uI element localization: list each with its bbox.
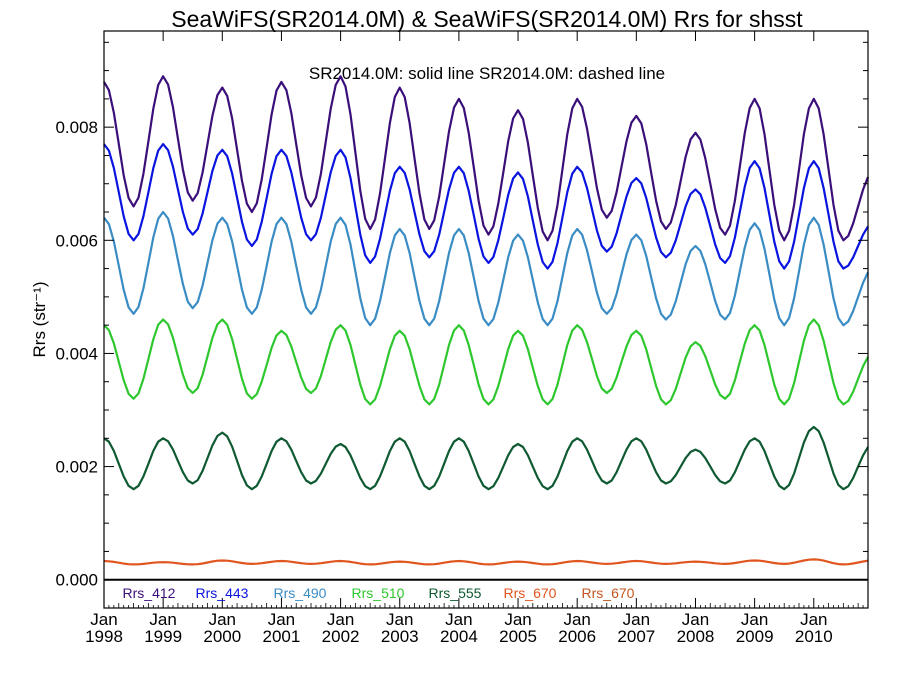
x-tick-label-month: Jan	[445, 610, 472, 629]
x-tick-label-month: Jan	[504, 610, 531, 629]
chart-title: SeaWiFS(SR2014.0M) & SeaWiFS(SR2014.0M) …	[171, 6, 803, 32]
legend-item-rrs-510: Rrs_510	[352, 585, 405, 601]
legend-item-rrs-670: Rrs_670	[504, 585, 557, 601]
legend-item-rrs-412: Rrs_412	[123, 585, 176, 601]
x-tick-label-year: 1998	[85, 627, 123, 646]
x-tick-label-month: Jan	[623, 610, 650, 629]
series-line-rrs-412	[103, 75, 870, 242]
x-tick-label-month: Jan	[682, 610, 709, 629]
x-tick-label-year: 1999	[144, 627, 182, 646]
legend-item-rrs-443: Rrs_443	[196, 585, 249, 601]
x-tick-label-month: Jan	[563, 610, 590, 629]
legend-item-rrs-670: Rrs_670	[582, 585, 635, 601]
x-tick-label-month: Jan	[386, 610, 413, 629]
x-tick-label-year: 2007	[617, 627, 655, 646]
legend-item-rrs-555: Rrs_555	[429, 585, 482, 601]
y-tick-label: 0.002	[55, 458, 98, 477]
axes-layer: 0.0000.0020.0040.0060.008Jan1998Jan1999J…	[55, 30, 869, 646]
series-layer	[103, 75, 870, 566]
x-tick-label-year: 2006	[558, 627, 596, 646]
x-tick-label-year: 2009	[736, 627, 774, 646]
x-tick-label-year: 2004	[440, 627, 478, 646]
line-style-annotation: SR2014.0M: solid line SR2014.0M: dashed …	[309, 64, 665, 83]
x-tick-label-month: Jan	[268, 610, 295, 629]
x-tick-label-month: Jan	[800, 610, 827, 629]
series-line-rrs-670	[103, 558, 869, 566]
x-tick-label-year: 2008	[677, 627, 715, 646]
x-tick-label-month: Jan	[327, 610, 354, 629]
x-tick-label-year: 2003	[381, 627, 419, 646]
x-tick-label-month: Jan	[741, 610, 768, 629]
x-tick-label-year: 2005	[499, 627, 537, 646]
x-tick-label-month: Jan	[209, 610, 236, 629]
x-tick-label-year: 2001	[263, 627, 301, 646]
x-tick-label-year: 2010	[795, 627, 833, 646]
series-line-rrs-510	[103, 318, 869, 406]
legend: Rrs_412 Rrs_443 Rrs_490 Rrs_510 Rrs_555 Rrs_6…	[123, 585, 635, 601]
y-tick-label: 0.000	[55, 571, 98, 590]
series-line-rrs-555	[103, 425, 869, 491]
x-tick-label-month: Jan	[90, 610, 117, 629]
x-tick-label-year: 2002	[322, 627, 360, 646]
y-tick-label: 0.006	[55, 231, 98, 250]
y-tick-label: 0.004	[55, 344, 98, 363]
x-tick-label-year: 2000	[203, 627, 241, 646]
plot-frame	[103, 30, 869, 609]
x-tick-label-month: Jan	[149, 610, 176, 629]
series-line-rrs-443	[103, 143, 869, 270]
y-axis-label: Rrs (str⁻¹)	[30, 281, 49, 357]
y-tick-label: 0.008	[55, 118, 98, 137]
legend-item-rrs-490: Rrs_490	[274, 585, 327, 601]
series-line-rrs-490	[103, 210, 869, 327]
